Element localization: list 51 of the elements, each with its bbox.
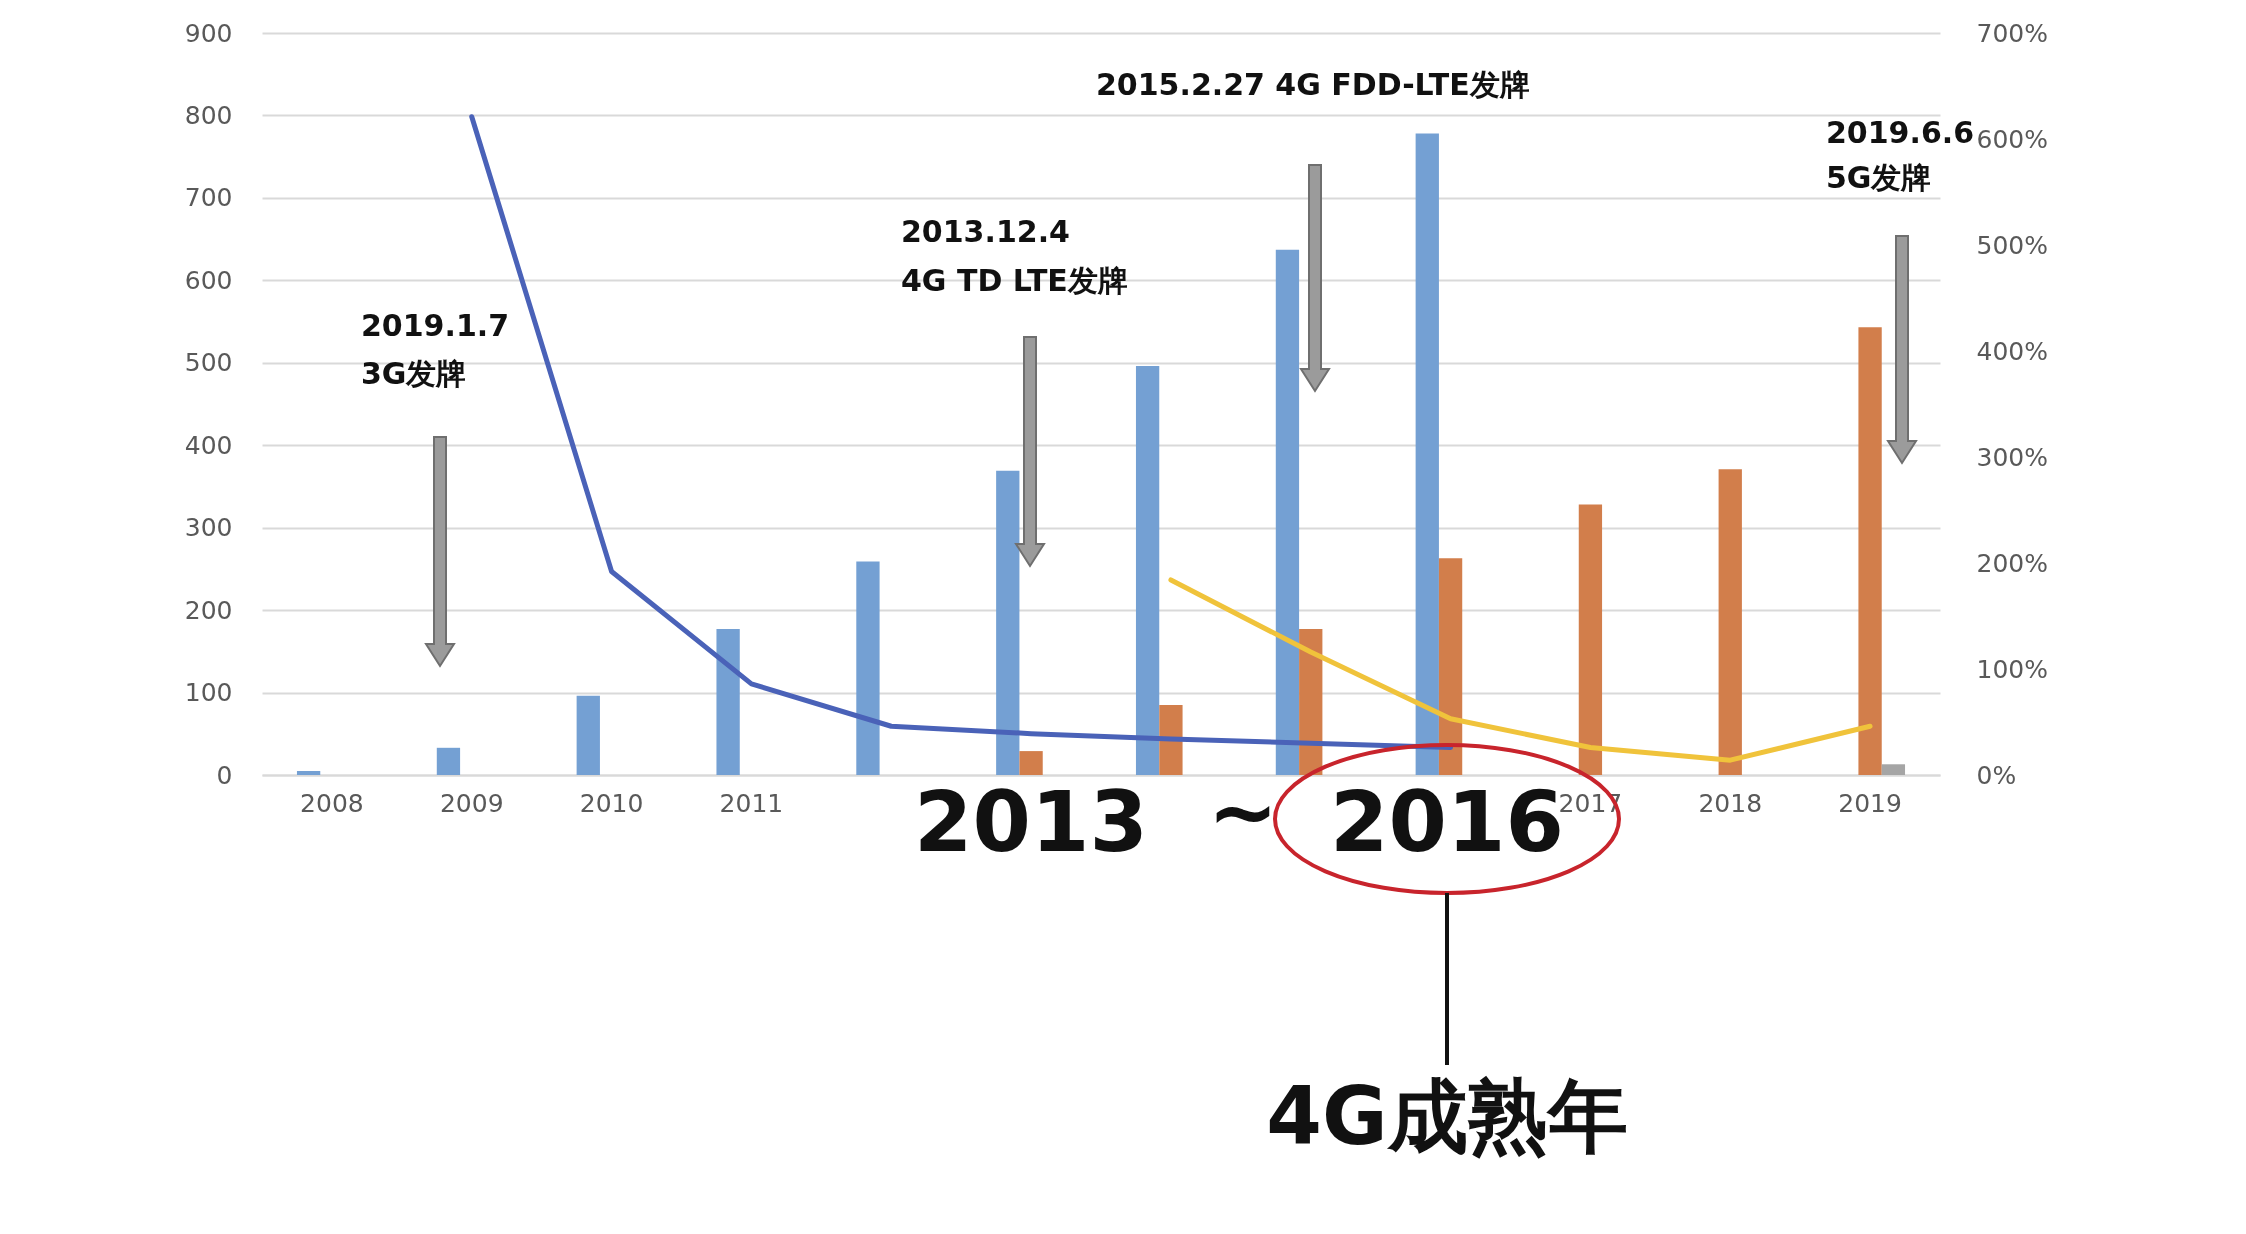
y2-tick-label: 700% [1976, 18, 2048, 48]
bar [1159, 704, 1183, 775]
y-tick-label: 300 [184, 513, 233, 543]
annotation: 2019.6.6 [1826, 115, 1975, 150]
x-tick-label: 2011 [719, 788, 784, 818]
bar [1718, 469, 1742, 775]
bar [1019, 751, 1043, 775]
bar [1275, 249, 1300, 775]
y2-tick-label: 200% [1976, 548, 2048, 578]
y2-tick-label: 500% [1976, 230, 2048, 260]
bar [1135, 366, 1160, 775]
bar [1438, 558, 1463, 775]
annotation: 2013 [914, 773, 1148, 871]
annotation: 5G发牌 [1826, 160, 1932, 195]
y-tick-label: 700 [184, 183, 233, 213]
annotation: 2015.2.27 4G FDD-LTE发牌 [1096, 67, 1530, 102]
bar [716, 629, 740, 775]
y-tick-label: 200 [184, 595, 233, 625]
x-tick-label: 2010 [579, 788, 644, 818]
y2-tick-label: 400% [1976, 336, 2048, 366]
x-tick-label: 2009 [439, 788, 504, 818]
bar [1881, 764, 1906, 775]
bar [1858, 327, 1882, 775]
bar [1299, 629, 1323, 775]
bar [856, 561, 880, 775]
bar [1415, 133, 1439, 775]
annotation: 2019.1.7 [361, 308, 510, 343]
y-tick-label: 0 [216, 760, 233, 790]
text: 4G成熟年 [1266, 1070, 1628, 1163]
y2-tick-label: 0% [1976, 760, 2017, 790]
y2-tick-label: 600% [1976, 124, 2048, 154]
annotation: 4G TD LTE发牌 [901, 263, 1128, 298]
y-tick-label: 100 [184, 678, 233, 708]
y2-tick-label: 100% [1976, 654, 2048, 684]
x-tick-label: 2008 [300, 788, 364, 818]
annotation: 3G发牌 [361, 356, 467, 391]
bar [1578, 504, 1603, 775]
annotation: 2013.12.4 [901, 214, 1070, 249]
x-tick-label: 2018 [1698, 788, 1763, 818]
y2-tick-label: 300% [1976, 442, 2048, 472]
y-tick-label: 500 [184, 348, 233, 378]
y-tick-label: 800 [184, 100, 233, 130]
x-tick-label: 2019 [1838, 788, 1902, 818]
annotation: ~ [1207, 763, 1279, 861]
y-tick-label: 900 [184, 18, 233, 48]
bar [436, 747, 461, 775]
bar [996, 470, 1020, 775]
bar [296, 770, 321, 775]
y-tick-label: 600 [184, 265, 233, 295]
y-tick-label: 400 [184, 430, 233, 460]
bar [576, 695, 600, 775]
